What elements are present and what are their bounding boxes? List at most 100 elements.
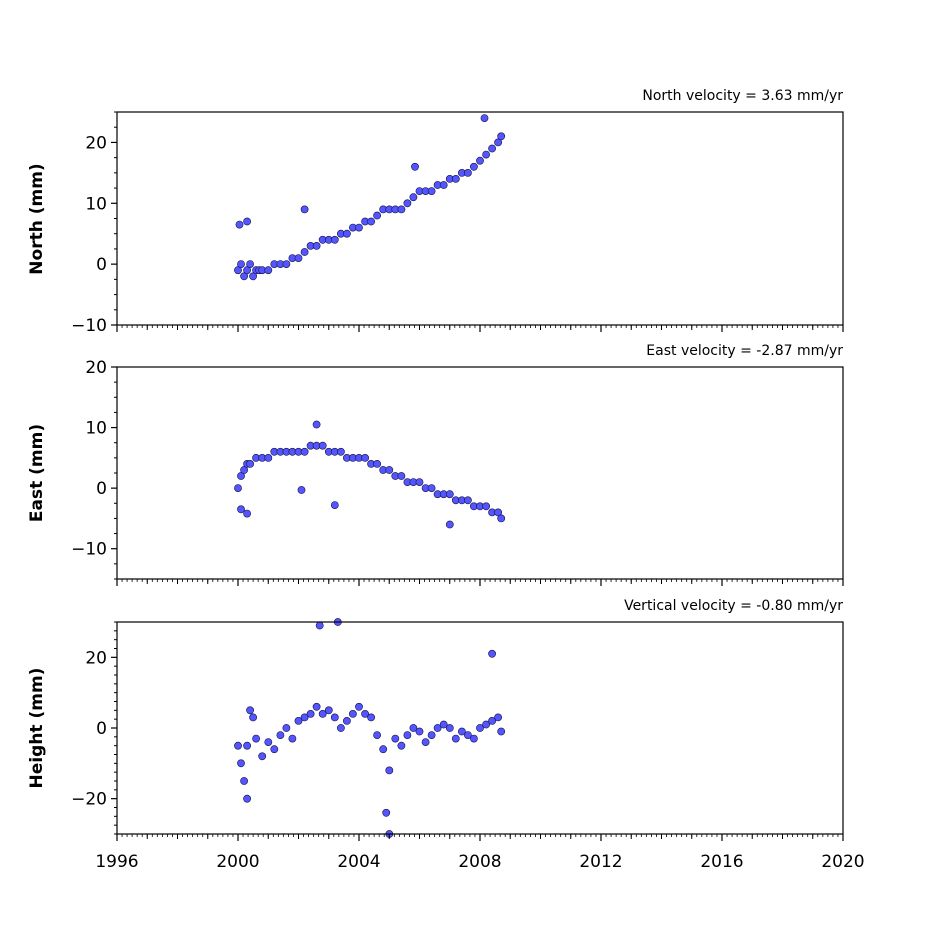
height-panel: Vertical velocity = -0.80 mm/yr Height (… — [27, 598, 865, 872]
height-data-point — [282, 724, 291, 732]
east-data-point — [463, 496, 472, 505]
north-data-point — [367, 217, 375, 226]
north-y-tick-label: 20 — [85, 133, 107, 153]
height-data-point — [433, 724, 442, 732]
height-data-point — [415, 727, 424, 736]
north-data-point — [243, 266, 251, 275]
height-x-tick-label: 1996 — [95, 852, 138, 872]
height-data-point — [385, 766, 394, 775]
height-data-point — [439, 720, 448, 729]
east-data-point — [373, 459, 381, 468]
height-data-point — [488, 649, 496, 658]
east-data-point — [264, 453, 273, 462]
east-data-point — [445, 490, 454, 499]
height-data-point — [391, 734, 400, 743]
height-data-point — [409, 724, 418, 732]
north-data-point — [300, 205, 309, 214]
east-data-point — [445, 520, 454, 529]
height-data-point — [445, 724, 454, 732]
east-data-point — [318, 441, 327, 450]
vertical-velocity-label: Vertical velocity = -0.80 mm/yr — [624, 598, 843, 614]
height-y-tick-label: −20 — [71, 790, 107, 810]
north-data-point — [342, 229, 351, 238]
height-data-point — [330, 713, 339, 722]
height-data-point — [457, 727, 466, 736]
east-data-point — [300, 447, 309, 456]
north-data-point — [411, 162, 419, 171]
north-plot-area: −10 0 10 20 — [71, 111, 844, 336]
east-data-point — [234, 484, 242, 492]
east-data-point — [497, 514, 506, 523]
height-x-tick-label: 2020 — [821, 852, 864, 872]
north-data-point — [488, 144, 496, 153]
north-data-point — [249, 272, 257, 281]
east-data-point — [240, 466, 248, 474]
height-data-point — [497, 727, 506, 736]
east-data-point — [482, 502, 490, 511]
north-data-point — [469, 162, 478, 171]
height-data-point — [367, 713, 375, 722]
east-data-point — [243, 509, 251, 518]
height-data-point — [451, 734, 460, 743]
east-y-tick-label: −10 — [71, 540, 107, 560]
height-data-point — [258, 752, 267, 761]
north-data-point — [480, 114, 489, 122]
east-data-point — [330, 501, 339, 509]
east-data-point — [397, 472, 406, 480]
north-data-point — [300, 248, 309, 256]
north-data-point — [476, 156, 484, 165]
east-data-point — [427, 484, 436, 492]
height-data-point — [270, 745, 279, 754]
north-data-point — [497, 132, 506, 141]
height-data-point — [318, 710, 327, 718]
north-data-point — [330, 235, 339, 244]
north-data-point — [237, 260, 245, 268]
east-data-point — [246, 459, 254, 468]
east-data-point — [415, 478, 424, 486]
north-data-point — [234, 266, 242, 275]
height-data-point — [373, 731, 381, 739]
height-data-point — [427, 731, 436, 739]
height-x-tick-label: 2012 — [579, 852, 622, 872]
height-data-point — [243, 794, 251, 803]
north-data-point — [355, 223, 363, 232]
height-data-point — [315, 621, 324, 630]
north-data-point — [482, 150, 490, 159]
east-data-point — [297, 486, 306, 494]
height-data-point — [243, 741, 251, 750]
north-data-point — [451, 174, 460, 183]
north-data-point — [427, 187, 436, 195]
east-data-point — [237, 505, 245, 514]
north-panel: North velocity = 3.63 mm/yr North (mm) −… — [27, 88, 844, 336]
height-data-point — [288, 734, 297, 743]
height-data-point — [237, 759, 245, 768]
height-data-point — [324, 706, 333, 715]
east-data-point — [494, 508, 502, 517]
height-data-point — [488, 717, 496, 725]
east-y-tick-label: 0 — [96, 479, 107, 499]
east-data-point — [336, 447, 345, 456]
height-data-point — [355, 702, 363, 711]
height-data-point — [463, 731, 472, 739]
height-data-point — [312, 702, 321, 711]
north-y-tick-label: 10 — [85, 194, 107, 214]
north-y-tick-label: −10 — [71, 316, 107, 336]
north-data-point — [373, 211, 381, 220]
height-data-point — [276, 731, 285, 739]
height-y-tick-label: 20 — [85, 648, 107, 668]
height-data-point — [336, 724, 345, 732]
north-data-point — [264, 266, 273, 275]
east-data-point — [237, 472, 245, 480]
east-velocity-label: East velocity = -2.87 mm/yr — [646, 343, 843, 359]
height-data-point — [240, 777, 248, 785]
north-data-point — [235, 220, 244, 229]
east-y-axis-label: East (mm) — [27, 424, 47, 522]
east-data-point — [385, 466, 394, 474]
height-x-tick-label: 2004 — [337, 852, 380, 872]
height-y-tick-label: 0 — [96, 719, 107, 739]
height-data-point — [494, 713, 502, 722]
height-data-point — [348, 710, 357, 718]
height-plot-area: −20 0 20 1996 2000 2004 2008 2012 2016 2020 — [71, 618, 865, 872]
north-data-point — [494, 138, 502, 147]
